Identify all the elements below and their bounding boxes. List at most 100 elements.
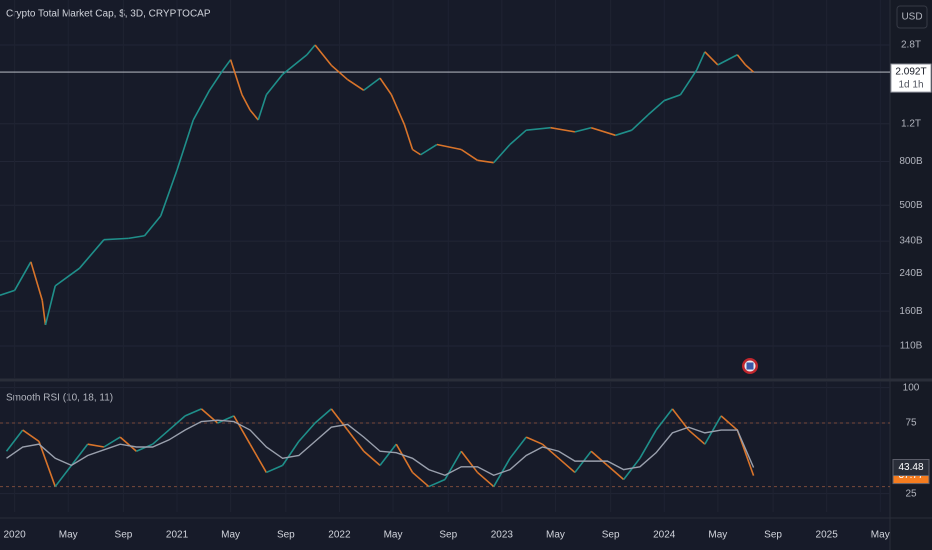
price-segment: [590, 126, 616, 137]
price-segment: [160, 169, 178, 217]
price-segment: [631, 114, 649, 131]
x-tick-label: 2024: [653, 530, 676, 541]
currency[interactable]: USD: [901, 12, 922, 23]
rsi-segment: [671, 408, 690, 431]
smooth-line: [6, 419, 755, 477]
price-segment: [265, 73, 284, 96]
price-segment: [306, 44, 316, 56]
price-segment: [679, 69, 698, 96]
price-segment: [477, 159, 494, 164]
price-segment: [460, 148, 478, 161]
price-segment: [128, 234, 145, 240]
y-tick-label: 800B: [899, 156, 923, 167]
rsi-segment: [460, 450, 479, 473]
rsi-segment: [184, 408, 202, 417]
rsi-segment: [590, 450, 608, 466]
y-tick-label: 110B: [900, 341, 923, 352]
price-segment: [249, 109, 259, 121]
y-tick-label: 340B: [899, 236, 923, 247]
symbol-title: Crypto Total Market Cap, $, 3D, CRYPTOCA…: [6, 9, 211, 20]
rsi-segment: [217, 415, 235, 424]
rsi-segment: [558, 457, 576, 474]
price-segment: [420, 143, 438, 156]
price-segment: [143, 215, 162, 237]
rsi-segment: [330, 408, 349, 431]
rsi-segment: [152, 429, 170, 445]
rsi-segment: [509, 436, 527, 459]
flag-icon: [742, 358, 758, 374]
rsi-segment: [168, 415, 186, 431]
rsi-segment: [233, 415, 251, 445]
price-segment: [44, 285, 56, 326]
rsi-segment: [103, 436, 121, 448]
price-segment: [54, 267, 81, 287]
price-segment: [412, 148, 422, 156]
price-segment: [744, 64, 755, 73]
rsi-segment: [87, 443, 105, 448]
currency-button[interactable]: [896, 5, 928, 29]
x-tick-label: Sep: [602, 530, 620, 541]
rsi-segment: [444, 450, 462, 480]
x-tick-label: May: [871, 530, 890, 541]
rsi-segment: [281, 440, 300, 466]
rsi-segment: [5, 429, 24, 452]
price-segment: [78, 239, 105, 269]
x-tick-label: 2025: [816, 530, 839, 541]
rsi-segment: [266, 464, 283, 474]
last-price-label: 2.092T: [895, 67, 926, 78]
price-segment: [717, 54, 738, 66]
x-tick-label: 2022: [328, 530, 351, 541]
y-tick-label: 160B: [899, 306, 923, 317]
price-segment: [526, 126, 551, 131]
price-segment: [330, 64, 349, 81]
x-tick-label: May: [221, 530, 240, 541]
rsi-segment: [119, 436, 137, 452]
rsi-segment: [606, 464, 625, 481]
price-segment: [550, 126, 576, 133]
x-tick-label: 2021: [166, 530, 189, 541]
price-segment: [221, 59, 232, 72]
x-tick-label: Sep: [115, 530, 133, 541]
y-tick-label: 240B: [899, 268, 923, 279]
price-segment: [574, 126, 592, 133]
rsi-segment: [395, 443, 414, 473]
price-segment: [696, 51, 706, 71]
indicator-title: Smooth RSI (10, 18, 11): [6, 393, 113, 404]
price-segment: [30, 261, 43, 301]
rsi-segment: [346, 429, 365, 452]
price-segment: [363, 77, 381, 91]
value-tag-label: 43.48: [898, 462, 923, 473]
x-tick-label: 2020: [3, 530, 26, 541]
price-segment: [257, 94, 268, 121]
rsi-segment: [655, 408, 674, 431]
price-segment: [41, 300, 47, 326]
rsi-segment: [428, 478, 446, 488]
price-segment: [704, 51, 719, 66]
price-segment: [403, 124, 414, 150]
x-tick-label: 2023: [491, 530, 514, 541]
rsi-segment: [574, 450, 592, 473]
x-tick-label: Sep: [764, 530, 782, 541]
rsi-segment: [411, 471, 430, 488]
price-segment: [229, 59, 243, 95]
rsi-segment: [639, 429, 657, 459]
rsi-segment: [136, 443, 153, 452]
x-tick-label: May: [384, 530, 403, 541]
y-tick-label: 2.8T: [901, 40, 921, 51]
x-tick-label: May: [59, 530, 78, 541]
price-segment: [379, 77, 393, 96]
countdown: 1d 1h: [898, 80, 923, 91]
price-segment: [192, 89, 211, 121]
x-tick-label: May: [708, 530, 727, 541]
price-segment: [314, 44, 332, 66]
y-tick-label: 1.2T: [901, 118, 921, 129]
y-tick-label: 75: [905, 418, 917, 429]
y-tick-label: 25: [905, 488, 917, 499]
rsi-segment: [314, 408, 332, 424]
rsi-segment: [704, 415, 722, 445]
rsi-segment: [541, 443, 560, 459]
price-segment: [13, 261, 32, 291]
rsi-segment: [38, 441, 56, 487]
last-price-box: [890, 63, 932, 93]
x-tick-label: Sep: [439, 530, 457, 541]
